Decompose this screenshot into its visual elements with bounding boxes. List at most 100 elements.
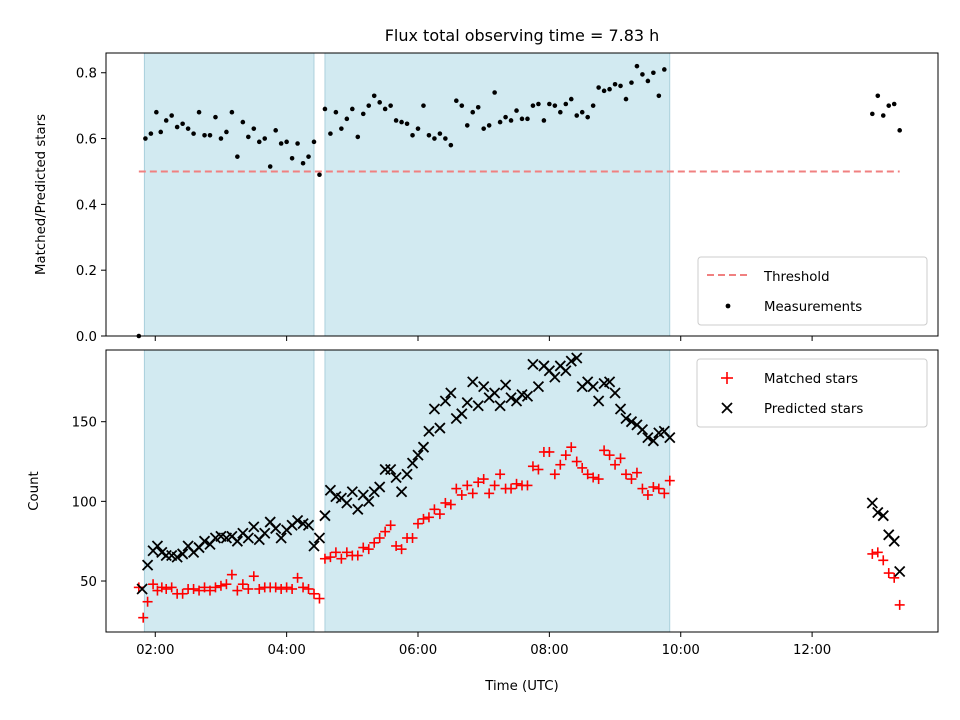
matched-star-point [653, 483, 664, 494]
matched-star-point [566, 442, 577, 453]
x-tick-label: 10:00 [662, 643, 700, 658]
predicted-star-point [439, 395, 452, 407]
matched-star-point [413, 518, 423, 529]
measurement-point [629, 80, 634, 85]
matched-star-point [276, 583, 287, 594]
matched-star-point [188, 583, 199, 594]
matched-star-point [303, 583, 314, 594]
matched-star-point [451, 483, 462, 494]
measurement-point [415, 126, 421, 131]
measurement-point [552, 103, 558, 108]
measurement-point [530, 103, 536, 108]
matched-star-point [330, 547, 341, 558]
measurement-point [443, 136, 448, 141]
matched-star-point [555, 459, 566, 470]
matched-star-point [358, 542, 369, 553]
measurement-point [634, 63, 640, 69]
predicted-star-point [494, 400, 506, 412]
bottom-y-tick-label: 50 [80, 575, 97, 590]
matched-star-point [527, 461, 538, 472]
predicted-star-point [242, 532, 254, 544]
matched-star-point [319, 553, 330, 564]
top-legend: Threshold Measurements [697, 256, 928, 326]
chart-title: Flux total observing time = 7.83 h [385, 26, 660, 45]
measurement-point [163, 118, 169, 123]
measurement-point [437, 131, 443, 136]
matched-star-point [221, 579, 232, 590]
measurement-point [180, 121, 185, 127]
matched-star-point [254, 583, 265, 594]
predicted-star-point [532, 381, 545, 393]
measurement-point [563, 101, 569, 107]
matched-star-point [232, 585, 243, 596]
matched-star-point [867, 548, 878, 559]
measurement-point [421, 103, 426, 108]
measurement-point [377, 100, 382, 105]
matched-star-point [292, 572, 303, 583]
bottom-axes-frame [105, 349, 939, 633]
predicted-star-point [664, 431, 676, 444]
top-panel: 0.00.20.40.60.8 Matched/Predicted stars … [34, 52, 939, 345]
matched-star-point [467, 488, 478, 499]
matched-star-point [369, 537, 380, 548]
measurement-point [574, 113, 580, 118]
bottom-x-ticks: 02:00 04:00 06:00 08:00 10:00 12:00 [136, 632, 831, 658]
predicted-star-point [319, 510, 331, 522]
matched-stars-legend-marker [721, 372, 733, 384]
measurement-point [558, 109, 563, 115]
x-tick-label: 06:00 [399, 643, 437, 658]
top-y-tick-label: 0.8 [76, 67, 97, 82]
matched-star-point [177, 588, 188, 599]
measurement-point [514, 108, 519, 113]
measurement-point [306, 154, 311, 159]
predicted-star-point [136, 583, 148, 595]
predicted-star-point [445, 387, 457, 399]
top-y-ticks: 0.0 0.2 0.4 0.6 0.8 [76, 67, 106, 345]
predicted-star-point [592, 395, 605, 407]
measurement-point [470, 109, 476, 115]
measurement-point [590, 103, 596, 108]
measurement-point [246, 134, 251, 140]
matched-star-point [423, 512, 434, 523]
predicted-star-point [423, 425, 435, 437]
matched-star-point [380, 526, 391, 537]
top-axes-frame [105, 52, 939, 337]
measurement-point [607, 86, 612, 92]
measurement-point [218, 136, 224, 141]
bottom-y-tick-label: 150 [72, 416, 97, 431]
matched-star-point [281, 582, 292, 593]
predicted-star-point [549, 371, 561, 383]
measurement-point [300, 160, 306, 166]
matched-star-point [215, 580, 226, 591]
measurement-point [158, 129, 164, 135]
predicted-star-point [151, 540, 164, 552]
predicted-stars-legend-marker [721, 402, 733, 414]
bottom-shaded-spans [143, 349, 671, 633]
matched-star-point [511, 478, 522, 489]
measurement-point [191, 131, 196, 136]
top-legend-box [697, 256, 928, 326]
matched-star-point [883, 568, 894, 579]
predicted-star-point [456, 408, 468, 420]
measurement-point [519, 116, 525, 122]
predicted-star-point [499, 379, 512, 391]
top-x-ticks [154, 336, 813, 341]
predicted-star-point [302, 519, 315, 531]
measurement-point [508, 118, 514, 123]
predicted-star-point [866, 497, 878, 509]
predicted-star-point [275, 532, 287, 544]
measurement-point [497, 119, 503, 125]
predicted-star-point [374, 481, 386, 493]
measurement-point [618, 83, 623, 89]
matched-star-point [659, 488, 670, 499]
predicted-star-point [527, 358, 539, 370]
x-tick-label: 02:00 [136, 643, 174, 658]
bottom-legend: Matched stars Predicted stars [696, 358, 928, 428]
measurement-point [202, 132, 207, 138]
predicted-star-point [565, 355, 577, 367]
matched-star-point [544, 446, 555, 457]
matched-star-point [445, 499, 456, 510]
matched-star-point [161, 583, 172, 594]
matched-star-point [385, 520, 396, 531]
